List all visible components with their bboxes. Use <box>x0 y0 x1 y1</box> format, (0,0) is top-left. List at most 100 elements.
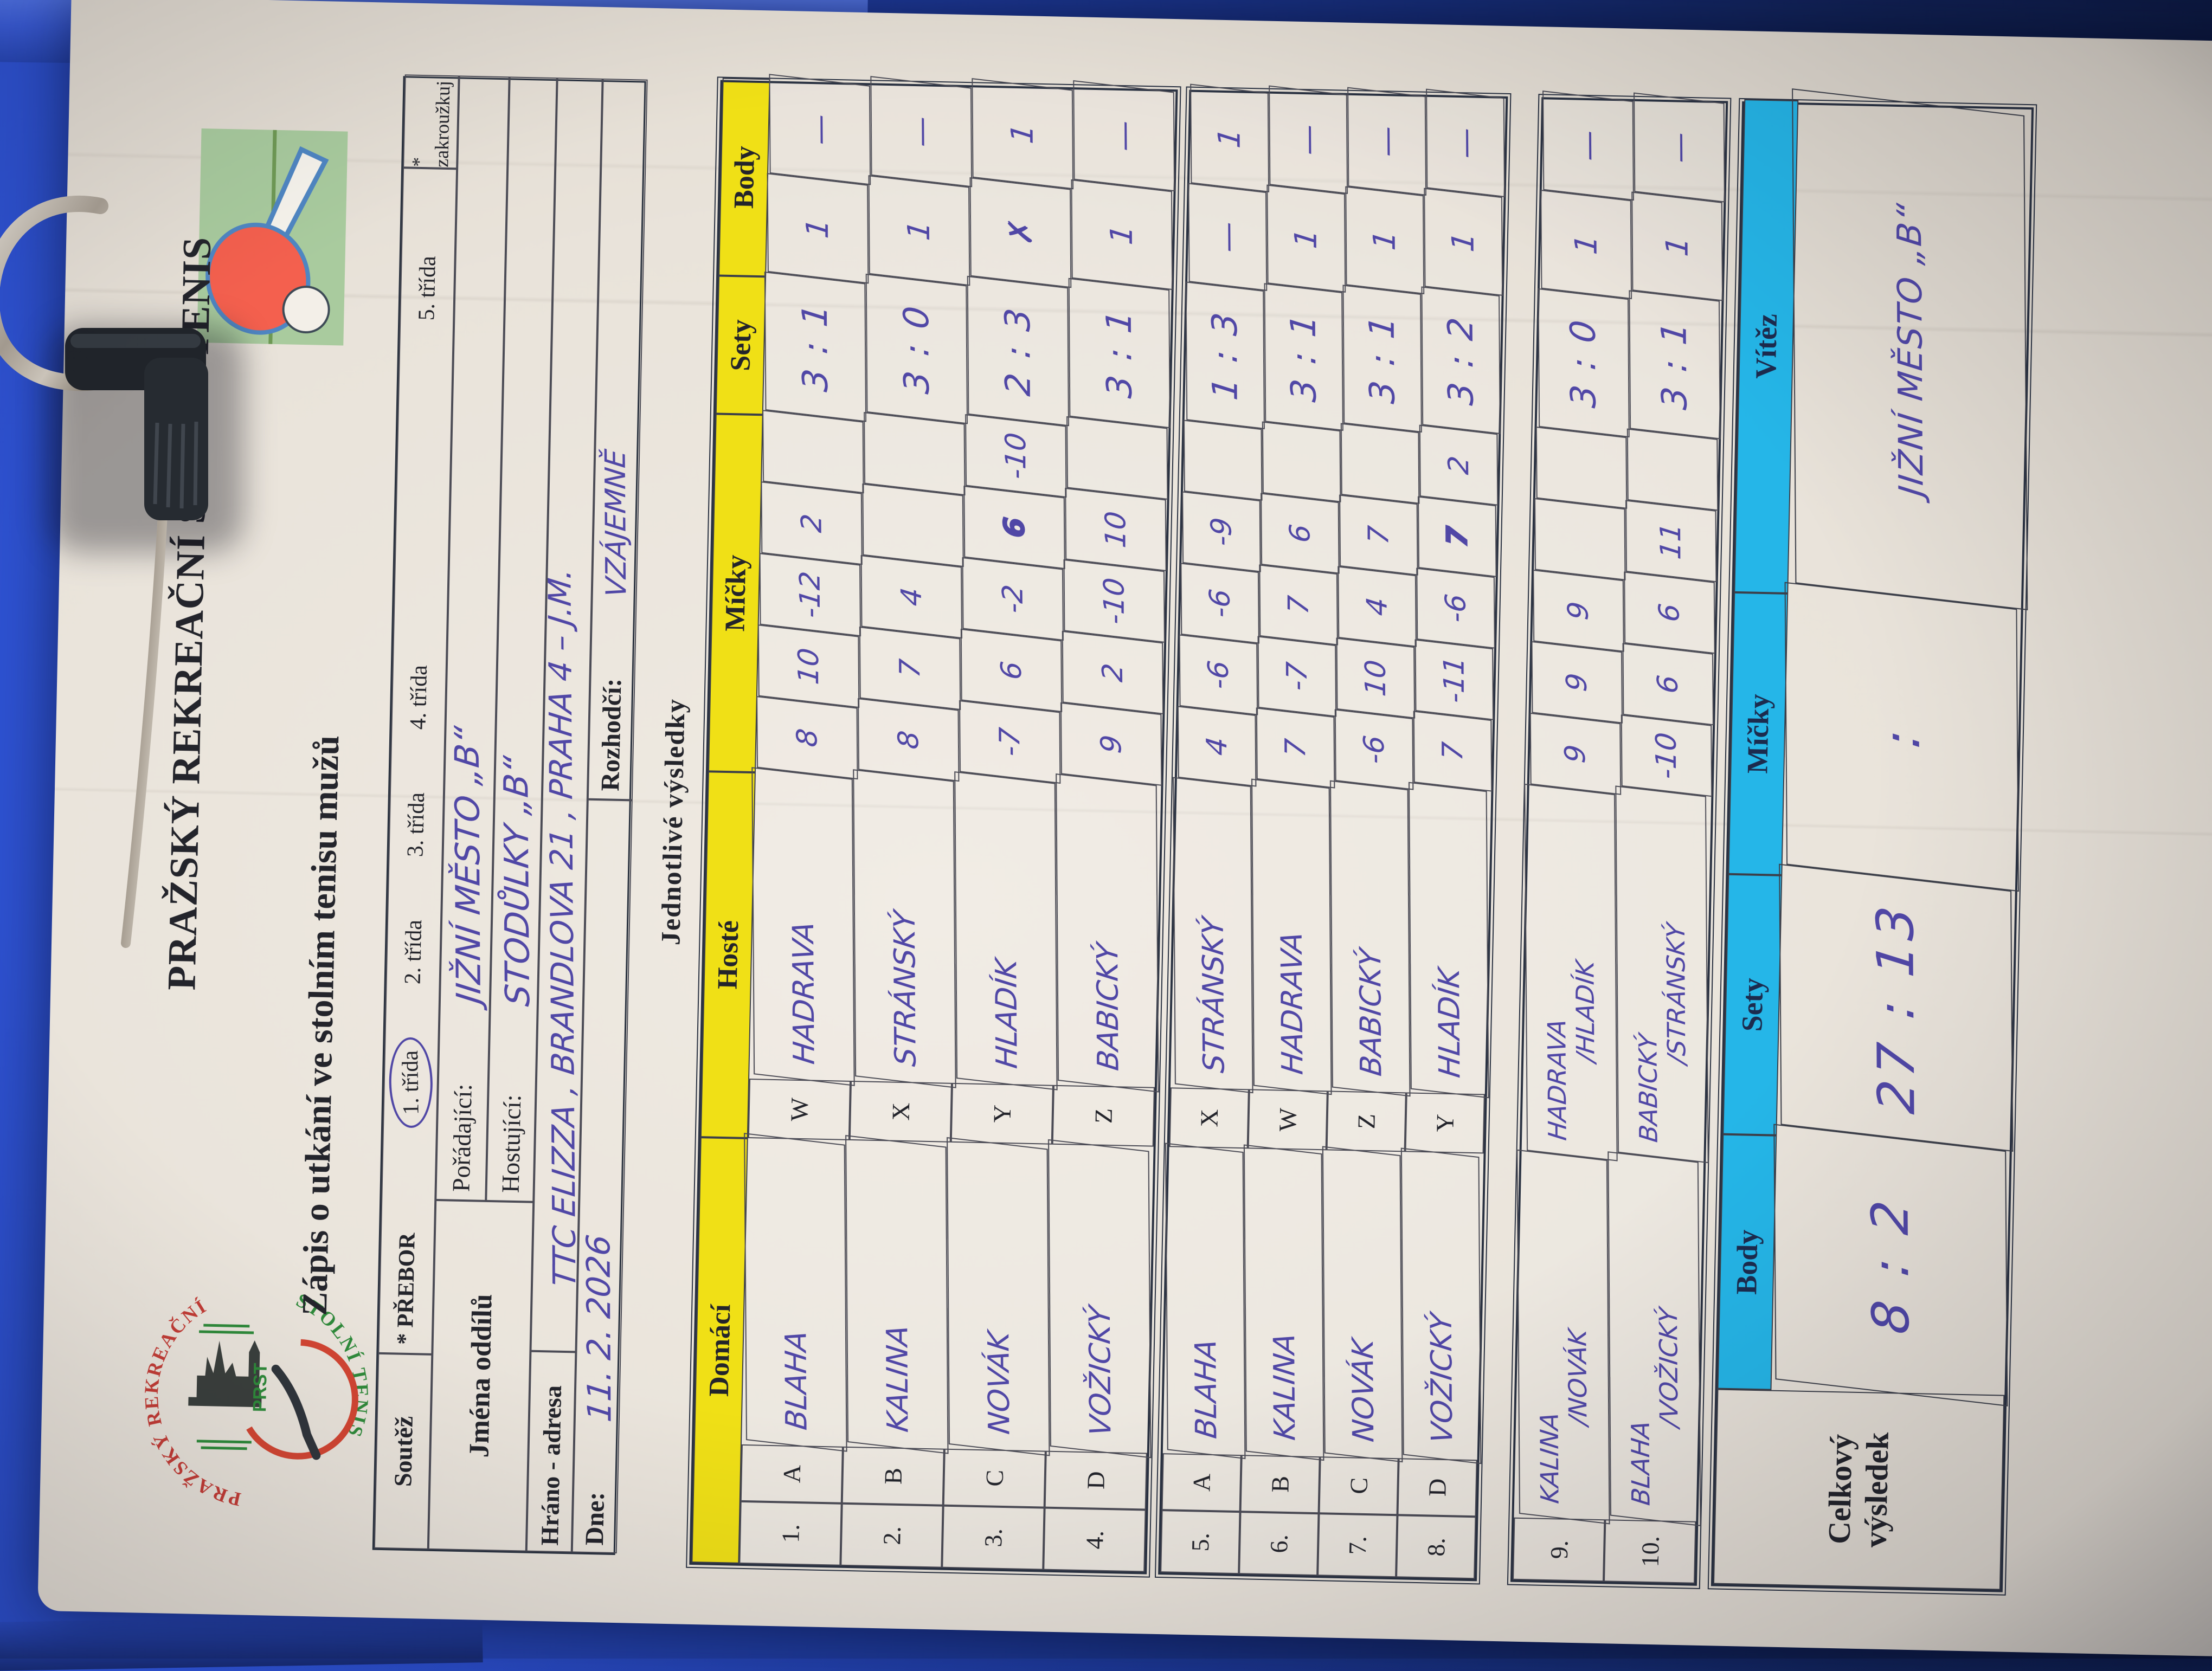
set2-balls: 6 <box>1622 643 1713 725</box>
summary-label: Celkový výsledek <box>1713 1389 2004 1590</box>
set2-balls: -7 <box>1258 636 1337 717</box>
set4-balls: 7 <box>1418 496 1497 577</box>
binder-clip <box>0 141 266 1019</box>
col-header-domaci: Domácí <box>691 1137 748 1564</box>
set5-balls: -10 <box>965 414 1066 498</box>
set2-balls: 2 <box>1062 631 1163 714</box>
home-name: NOVÁK <box>1322 1146 1403 1462</box>
set3-balls: -6 <box>1180 563 1259 643</box>
zakrouzkuj-cell: * zakroužkuj <box>403 74 459 169</box>
body-home: 1 <box>1071 179 1173 290</box>
set3-balls: 6 <box>1624 571 1715 654</box>
body-guest: — <box>1269 86 1348 194</box>
poradajici-value: JIŽNÍ MĚSTO „B“ <box>447 724 488 1005</box>
summary-table: Celkový výsledek Body Sety Míčky Vítěz 8… <box>1711 101 2034 1592</box>
dne-value: 11. 2. 2026 <box>580 1233 619 1424</box>
home-name: KALINA <box>845 1135 948 1454</box>
sets-score: 3 : 1 <box>1069 278 1171 429</box>
row-number: 8. <box>1396 1515 1476 1579</box>
guest-name: STRÁNSKÝ <box>1173 777 1253 1094</box>
set4-balls: 10 <box>1065 488 1166 571</box>
set5-balls <box>1184 420 1263 500</box>
set3-balls: -12 <box>760 553 861 636</box>
guest-name: HLADÍK <box>1409 782 1489 1099</box>
body-home: 1 <box>1345 186 1424 294</box>
row-number: 2. <box>840 1504 943 1568</box>
summary-label-line1: Celkový <box>1822 1434 1860 1544</box>
summary-vitez-header: Vítěz <box>1734 99 1798 593</box>
body-home: 1 <box>1631 191 1723 301</box>
hrano-adresa-cell: Hráno - adresa <box>526 1351 576 1553</box>
home-pair-line2: /NOVÁK <box>1563 1327 1592 1427</box>
set5-balls <box>864 412 965 495</box>
clip-wire-long <box>126 515 163 943</box>
set5-balls <box>1066 416 1168 500</box>
guest-pair: HADRAVA /HLADÍK <box>1524 784 1617 1162</box>
summary-body-header: Body <box>1717 1134 1777 1390</box>
home-pair-line1: KALINA <box>1535 1411 1565 1505</box>
body-guest: — <box>1542 91 1634 201</box>
jmena-oddilu-label: Jména oddílů <box>463 1294 498 1458</box>
set1-balls: 8 <box>858 698 959 782</box>
guest-name: HLADÍK <box>954 771 1057 1091</box>
guest-pair-line2: /STRÁNSKÝ <box>1662 922 1692 1066</box>
set2-balls: 6 <box>961 629 1062 712</box>
set3-balls: 9 <box>1533 570 1624 652</box>
guest-name: HADRAVA <box>1251 779 1332 1095</box>
set3-balls: -2 <box>962 557 1064 641</box>
guest-name: BABICKÝ <box>1330 780 1411 1097</box>
set4-balls: -9 <box>1182 491 1261 572</box>
home-pair-line1: BLAHA <box>1626 1420 1656 1507</box>
set1-balls: -6 <box>1335 709 1414 790</box>
set2-balls: 7 <box>859 627 961 710</box>
doubles-table: 9. KALINA /NOVÁK HADRAVA /HLADÍK 9 9 9 3… <box>1510 97 1728 1586</box>
home-letter: A <box>741 1444 843 1504</box>
guest-letter: Z <box>1327 1091 1406 1152</box>
set5-balls <box>1627 428 1718 511</box>
set4-balls <box>862 483 963 567</box>
sets-score: 3 : 1 <box>1629 290 1720 439</box>
prebor-option: * PŘEBOR <box>393 1233 421 1345</box>
set1-balls: 9 <box>1060 702 1162 786</box>
guest-pair: BABICKÝ /STRÁNSKÝ <box>1615 785 1708 1163</box>
guest-pair-line1: HADRAVA <box>1542 1017 1572 1141</box>
col-header-micky: Míčky <box>708 414 763 772</box>
guest-letter: Y <box>951 1083 1053 1145</box>
guest-letter: W <box>748 1079 851 1140</box>
body-guest: — <box>1347 87 1426 196</box>
singles-table-2: 5. A BLAHA X STRÁNSKÝ 4 -6 -6 -9 1 : 3 —… <box>1158 90 1508 1582</box>
guest-letter: X <box>850 1081 952 1143</box>
summary-micky-value: : <box>1785 582 2019 892</box>
body-home: — <box>1188 183 1267 291</box>
home-name: VOŽICKÝ <box>1401 1147 1482 1464</box>
set4-balls: 7 <box>1339 494 1418 575</box>
class-option-3: 3. třída <box>403 792 430 857</box>
body-guest: — <box>870 76 972 187</box>
set1-balls: -10 <box>1621 714 1712 797</box>
stamp-abbr: PRST <box>249 1363 271 1412</box>
guest-letter: Z <box>1052 1085 1155 1147</box>
set4-balls: 6 <box>963 486 1065 569</box>
set3-balls: -6 <box>1416 568 1495 649</box>
set4-balls <box>1534 498 1625 580</box>
body-home-crossed: ✗ <box>970 177 1072 288</box>
set4-balls: 11 <box>1625 500 1716 582</box>
clipboard-folder-bottom <box>0 1614 483 1671</box>
home-letter: B <box>842 1447 944 1506</box>
body-home: 1 <box>869 175 970 286</box>
sets-score: 2 : 3 <box>967 276 1069 427</box>
guest-name: STRÁNSKÝ <box>853 769 956 1088</box>
home-letter: C <box>943 1449 1046 1508</box>
set1-balls: -7 <box>959 700 1060 784</box>
set3-balls: 4 <box>1338 566 1417 647</box>
body-guest: — <box>1426 89 1505 197</box>
sets-score: 3 : 2 <box>1421 286 1500 434</box>
body-home: 1 <box>1424 188 1503 296</box>
set1-balls: 7 <box>1256 707 1335 788</box>
soutez-cell: Soutěž <box>374 1353 433 1550</box>
set4-balls: 6 <box>1261 493 1340 573</box>
zakrouzkuj-note: * zakroužkuj <box>407 75 454 167</box>
sets-score: 3 : 1 <box>1342 285 1422 433</box>
set2-balls: -6 <box>1179 634 1258 715</box>
ball-icon <box>283 287 330 333</box>
